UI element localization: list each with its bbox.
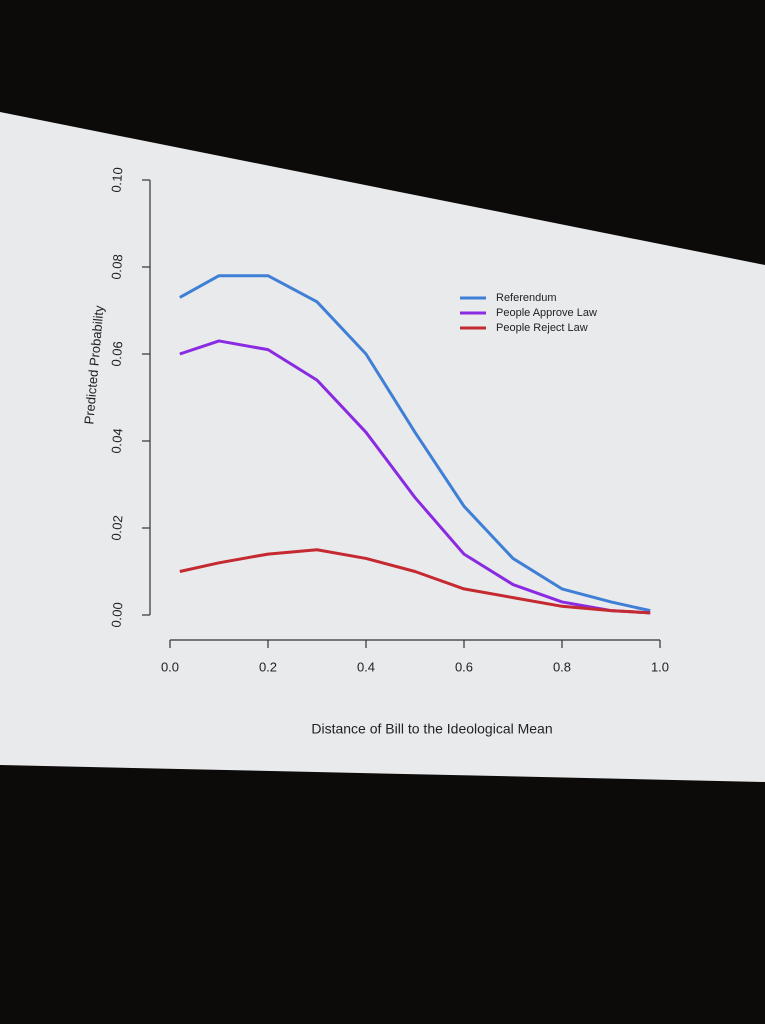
projection-screen xyxy=(0,112,765,782)
y-tick-label: 0.02 xyxy=(108,515,125,542)
series-line xyxy=(179,548,651,615)
x-tick-label: 1.0 xyxy=(651,659,669,674)
y-tick-label: 0.08 xyxy=(108,254,125,281)
legend-label: People Approve Law xyxy=(496,307,597,319)
legend-label: Referendum xyxy=(496,292,557,304)
y-tick-label: 0.10 xyxy=(108,167,125,194)
y-tick-label: 0.06 xyxy=(108,341,125,368)
y-tick-label: 0.04 xyxy=(108,428,125,455)
x-axis-label: Distance of Bill to the Ideological Mean xyxy=(311,721,552,737)
x-tick-label: 0.4 xyxy=(357,659,375,674)
x-tick-label: 0.0 xyxy=(161,659,179,674)
legend-label: People Reject Law xyxy=(496,322,588,334)
series-line xyxy=(179,274,651,613)
x-tick-label: 0.8 xyxy=(553,659,571,674)
x-tick-label: 0.6 xyxy=(455,659,473,674)
series-line xyxy=(179,339,651,615)
y-tick-label: 0.00 xyxy=(108,602,125,629)
x-tick-label: 0.2 xyxy=(259,659,277,674)
